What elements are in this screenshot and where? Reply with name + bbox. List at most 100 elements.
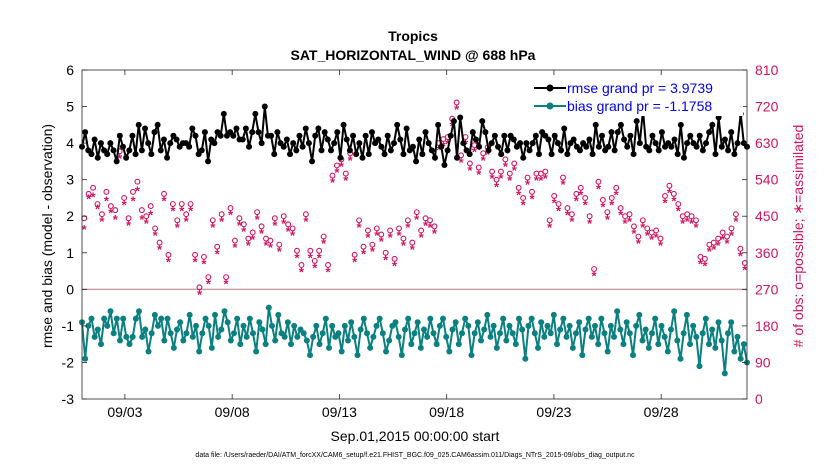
footer-data-file: data file: /Users/raeder/DAI/ATM_forcXX/… [195, 452, 635, 459]
rmse-point [258, 140, 265, 147]
bias-point [455, 341, 462, 348]
obs-assimilated-marker: * [303, 214, 309, 229]
obs-assimilated-marker: * [583, 198, 589, 213]
obs-possible-marker [599, 197, 606, 203]
rmse-point [554, 140, 561, 147]
obs-assimilated-marker: * [117, 151, 123, 166]
obs-possible-marker [112, 207, 119, 214]
obs-assimilated-marker: * [370, 244, 376, 259]
rmse-point [186, 143, 193, 150]
obs-assimilated-marker: * [676, 204, 682, 219]
bias-point [136, 308, 142, 315]
bias-point [630, 352, 636, 359]
rmse-point [413, 158, 420, 165]
rmse-point [239, 136, 246, 143]
bias-point [386, 337, 393, 344]
bias-point [291, 322, 298, 329]
legend-rmse-label: rmse grand pr = 3.9739 [567, 80, 713, 96]
obs-possible-marker [240, 221, 247, 228]
obs-assimilated-marker: * [640, 220, 646, 235]
rmse-point [261, 103, 268, 110]
y-right-tick-label: 270 [755, 281, 779, 297]
rmse-point [334, 129, 341, 136]
bias-point [617, 326, 624, 333]
obs-assimilated-marker: * [210, 220, 216, 235]
bias-point [113, 315, 120, 322]
rmse-point [441, 162, 448, 169]
bias-point [288, 341, 294, 348]
obs-possible-marker [227, 205, 234, 212]
rmse-point [164, 154, 171, 161]
rmse-point [621, 136, 628, 143]
rmse-point [671, 136, 678, 143]
bias-point [440, 315, 446, 322]
bias-point [246, 315, 253, 322]
rmse-point [687, 132, 694, 139]
obs-possible-marker [670, 190, 677, 197]
bias-point [265, 304, 272, 311]
bias-point [395, 333, 402, 340]
rmse-point [731, 151, 738, 158]
bias-point [664, 348, 671, 355]
rmse-point [605, 143, 612, 150]
obs-assimilated-marker: * [410, 242, 416, 257]
obs-possible-marker [121, 194, 128, 201]
legend-bias-marker [546, 102, 554, 110]
bias-point [240, 322, 247, 329]
rmse-point [454, 154, 461, 161]
obs-assimilated-marker: * [290, 228, 296, 243]
obs-possible-marker [502, 156, 509, 163]
bias-point [91, 333, 98, 340]
y-right-tick-label: 540 [755, 172, 779, 188]
rmse-point [403, 125, 410, 132]
obs-assimilated-marker: * [649, 232, 655, 247]
obs-possible-marker [161, 190, 167, 197]
obs-assimilated-marker: * [720, 232, 726, 247]
rmse-point [397, 136, 404, 143]
obs-assimilated-marker: * [339, 159, 345, 174]
bias-point [180, 337, 187, 344]
obs-possible-marker [613, 184, 620, 191]
rmse-point [305, 140, 312, 147]
rmse-point [450, 118, 457, 125]
rmse-point [280, 143, 287, 150]
rmse-point [274, 129, 281, 136]
rmse-point [551, 132, 558, 139]
bias-point [370, 333, 377, 340]
obs-assimilated-marker: * [689, 216, 695, 231]
y-right-tick-label: 0 [755, 391, 763, 407]
obs-assimilated-marker: * [742, 263, 748, 278]
obs-possible-marker [568, 211, 575, 218]
bias-point [557, 326, 564, 333]
bias-point [459, 330, 465, 337]
rmse-point [201, 129, 208, 136]
bias-point [563, 333, 570, 340]
bias-point [85, 322, 92, 329]
bias-point [269, 322, 275, 329]
rmse-point [725, 147, 732, 154]
obs-assimilated-marker: * [268, 240, 274, 255]
rmse-point [633, 118, 640, 125]
rmse-point [501, 132, 508, 139]
y-tick-label: 5 [66, 99, 74, 115]
y-axis-right: 0 90 180 270 360 450 540 630 720 810 [755, 62, 779, 407]
bias-point [506, 322, 513, 329]
rmse-point [564, 151, 571, 158]
bias-point [341, 322, 348, 329]
rmse-point [589, 151, 596, 158]
obs-possible-marker [404, 217, 411, 224]
bias-point [452, 319, 459, 326]
obs-possible-marker [693, 217, 699, 224]
obs-assimilated-marker: * [467, 163, 473, 178]
bias-point [161, 337, 168, 344]
obs-assimilated-marker: * [86, 191, 92, 206]
obs-possible-marker [196, 284, 203, 291]
obs-possible-marker [325, 262, 331, 268]
rmse-point [104, 151, 111, 158]
obs-possible-marker [630, 223, 637, 230]
bias-point [142, 326, 149, 333]
bias-point [484, 311, 491, 318]
rmse-point [271, 151, 278, 158]
obs-possible-marker [688, 213, 695, 220]
obs-possible-marker [130, 188, 136, 195]
